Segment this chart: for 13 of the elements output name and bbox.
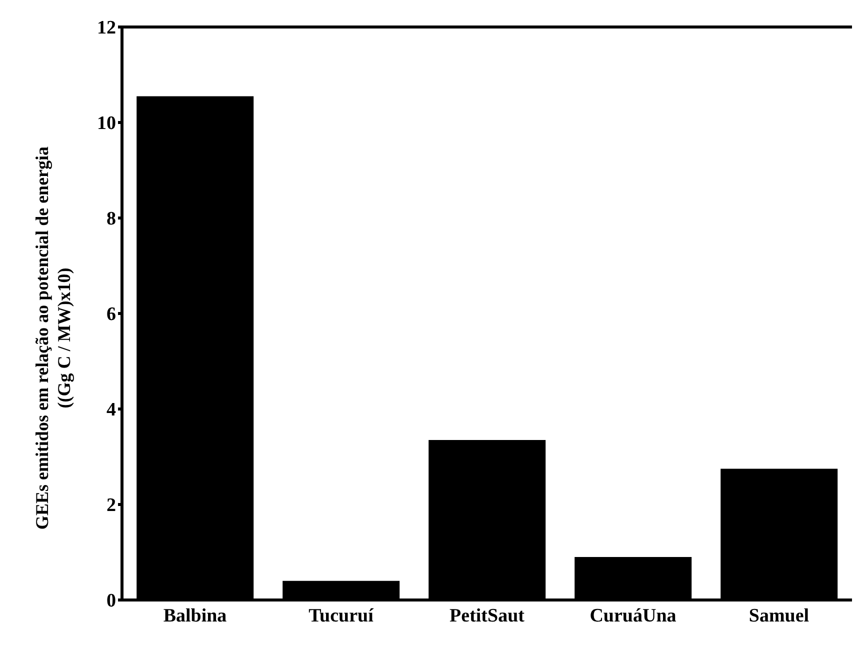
x-tick-label: Balbina — [163, 605, 228, 626]
x-tick-label: Tucuruí — [308, 605, 374, 626]
x-tick-label: PetitSaut — [450, 605, 526, 626]
y-tick-label: 6 — [106, 304, 116, 326]
y-tick-label: 2 — [106, 495, 116, 516]
y-tick-label: 0 — [106, 590, 116, 612]
x-tick-label: CuruáUna — [590, 605, 677, 626]
y-tick-label: 4 — [106, 400, 116, 421]
x-tick-label: Samuel — [748, 605, 810, 626]
y-axis-title: GEEs emitidos em relação ao potencial de energia ((Gg C / MW)x10) — [32, 146, 74, 530]
y-tick-label: 12 — [97, 18, 116, 39]
y-tick-label: 10 — [97, 113, 116, 134]
y-tick-label: 8 — [106, 208, 116, 230]
